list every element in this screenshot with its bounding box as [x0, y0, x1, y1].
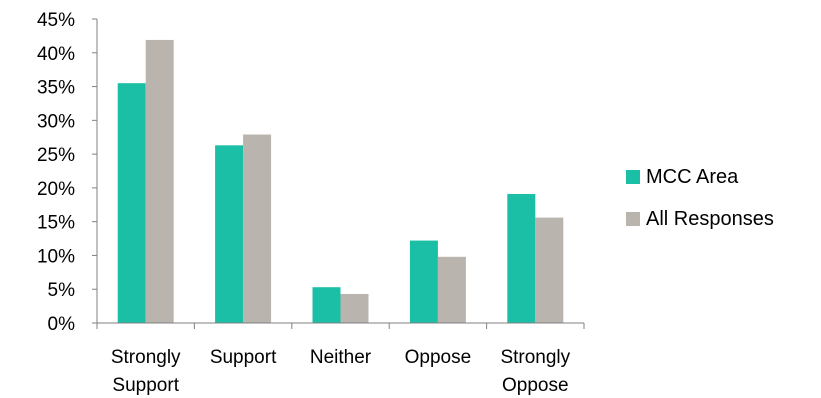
y-tick-label: 30% [37, 111, 75, 132]
y-tick-label: 40% [37, 44, 75, 65]
bar-mcc-area [117, 83, 146, 323]
y-tick-label: 0% [48, 314, 76, 335]
x-axis: Strongly Support Support Neither Oppose Stron… [111, 347, 571, 396]
bar-mcc-area [215, 145, 244, 323]
bar-all-responses [145, 39, 174, 323]
x-category-label: Strongly [111, 347, 181, 368]
bar-all-responses [437, 256, 466, 323]
legend-swatch-mcc-area [626, 170, 640, 184]
y-tick-label: 10% [37, 246, 75, 267]
axes [96, 19, 585, 329]
y-tick-label: 20% [37, 179, 75, 200]
legend-label-mcc-area: MCC Area [646, 166, 739, 188]
legend-swatch-all-responses [626, 212, 640, 226]
bar-all-responses [535, 217, 564, 323]
bar-mcc-area [409, 240, 438, 323]
bar-mcc-area [312, 287, 341, 323]
x-category-label: Oppose [502, 375, 569, 396]
y-tick-label: 35% [37, 78, 75, 99]
x-category-label: Support [112, 375, 179, 396]
x-category-label: Support [210, 347, 277, 368]
bars [117, 39, 564, 323]
y-axis: 0% 5% 10% 15% 20% 25% 30% 35% 40% 45% [37, 10, 97, 335]
legend-label-all-responses: All Responses [646, 208, 774, 230]
bar-all-responses [243, 134, 272, 323]
y-tick-label: 5% [48, 280, 76, 301]
bar-mcc-area [507, 193, 536, 323]
x-category-label: Neither [310, 347, 372, 368]
x-category-label: Oppose [405, 347, 472, 368]
y-tick-label: 25% [37, 145, 75, 166]
y-tick-label: 45% [37, 10, 75, 31]
y-tick-label: 15% [37, 213, 75, 234]
legend-item-all-responses: All Responses [626, 207, 774, 231]
bar-all-responses [340, 293, 369, 323]
legend: MCC Area All Responses [626, 165, 774, 249]
legend-item-mcc-area: MCC Area [626, 165, 774, 189]
x-category-label: Strongly [500, 347, 570, 368]
